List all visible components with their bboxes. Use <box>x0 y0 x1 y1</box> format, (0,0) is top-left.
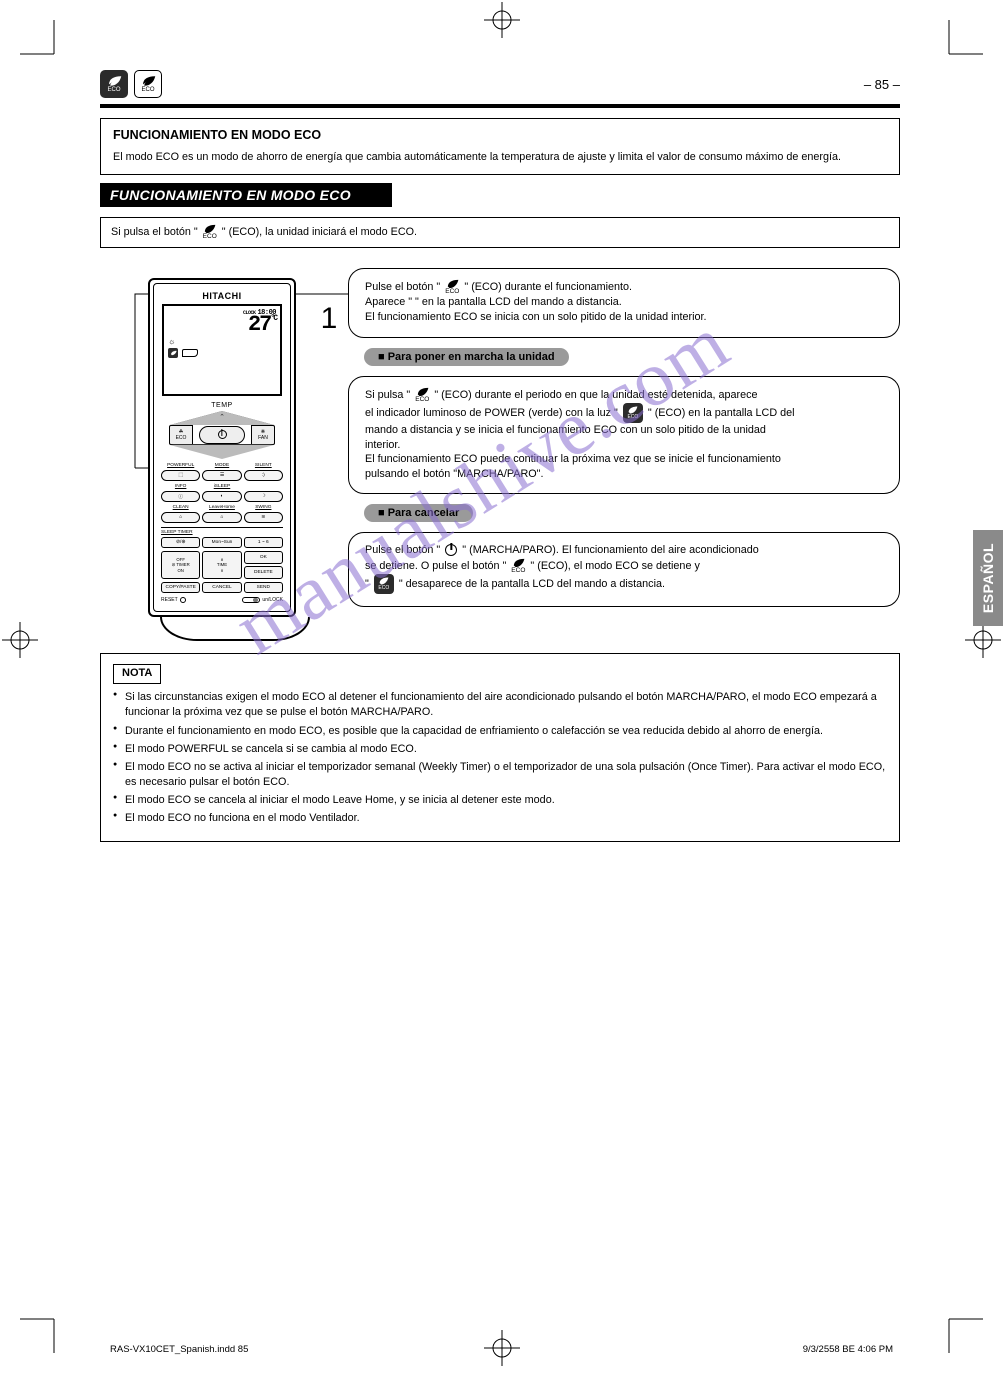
note-item: Si las circunstancias exigen el modo ECO… <box>113 690 887 720</box>
footer-filename: RAS-VX10CET_Spanish.indd 85 <box>110 1344 248 1355</box>
remote-dpad: ⌃ ☘ECO ❋FAN ⌄ <box>167 411 277 459</box>
lock-slider[interactable] <box>242 597 260 603</box>
page-header: ECO ECO – 85 – <box>100 70 900 98</box>
eco-leaf-icon: ECO <box>511 558 525 575</box>
note-item: El modo ECO no funciona en el modo Venti… <box>113 811 887 826</box>
eco-icon-dark: ECO <box>100 70 128 98</box>
eco-icon-label: ECO <box>141 87 154 93</box>
intro-header: FUNCIONAMIENTO EN MODO ECO <box>113 127 887 144</box>
eco-chip-icon: ECO <box>374 574 394 594</box>
note-item: Durante el funcionamiento en modo ECO, e… <box>113 724 887 739</box>
registration-mark-top <box>482 0 522 45</box>
eco-button[interactable]: ☘ECO <box>169 425 193 445</box>
eco-chip-icon <box>168 348 178 358</box>
note-item: El modo POWERFUL se cancela si se cambia… <box>113 742 887 757</box>
registration-mark-left <box>0 620 40 665</box>
eco-icon-light: ECO <box>134 70 162 98</box>
remote-column: HITACHI CLOCK18:00 27°C ☼ TEMP <box>100 260 330 641</box>
note-tag: NOTA <box>113 664 161 684</box>
reset-dot[interactable] <box>180 597 186 603</box>
eco-leaf-icon: ECO <box>203 224 217 241</box>
crop-mark-tr <box>939 20 983 64</box>
pill-cancel: ■ Para cancelar <box>364 504 473 522</box>
fan-button[interactable]: ❋FAN <box>251 425 275 445</box>
note-item: El modo ECO no se activa al iniciar el t… <box>113 760 887 790</box>
remote-lcd: CLOCK18:00 27°C ☼ <box>162 304 282 396</box>
subtitle-text-b: " (ECO), la unidad iniciará el modo ECO. <box>222 227 417 239</box>
pill-start-unit: ■ Para poner en marcha la unidad <box>364 348 569 366</box>
step-number: 1 <box>309 299 349 339</box>
subtitle-text-a: Si pulsa el botón " <box>111 227 198 239</box>
eco-leaf-icon: ECO <box>445 279 459 296</box>
registration-mark-bottom <box>482 1328 522 1373</box>
cancel-box: Pulse el botón " " (MARCHA/PARO). El fun… <box>348 532 900 607</box>
eco-leaf-icon: ECO <box>415 387 429 404</box>
footer-timestamp: 9/3/2558 BE 4:06 PM <box>803 1344 893 1355</box>
power-icon <box>445 544 457 556</box>
crop-mark-tl <box>20 20 64 64</box>
swing-icon <box>182 349 198 357</box>
note-item: El modo ECO se cancela al iniciar el mod… <box>113 793 887 808</box>
page-number: – 85 – <box>864 77 900 92</box>
subtitle-box: Si pulsa el botón " ECO " (ECO), la unid… <box>100 217 900 248</box>
eco-chip-icon: ECO <box>623 403 643 423</box>
section-blackbar: FUNCIONAMIENTO EN MODO ECO <box>100 183 392 207</box>
power-button[interactable] <box>199 426 245 444</box>
eco-icon-label: ECO <box>107 87 120 93</box>
temp-label: TEMP <box>159 402 285 409</box>
start-unit-box: Si pulsa " ECO " (ECO) durante el period… <box>348 376 900 495</box>
steps-column: 1 Pulse el botón " ECO " (ECO) durante e… <box>348 260 900 617</box>
note-list: Si las circunstancias exigen el modo ECO… <box>113 690 887 826</box>
sun-icon: ☼ <box>168 337 175 346</box>
registration-mark-right <box>963 620 1003 665</box>
remote-brand: HITACHI <box>159 291 285 301</box>
step-1-box: 1 Pulse el botón " ECO " (ECO) durante e… <box>348 268 900 338</box>
crop-mark-br <box>939 1309 983 1353</box>
remote-tail <box>160 617 310 641</box>
intro-body: El modo ECO es un modo de ahorro de ener… <box>113 150 887 165</box>
intro-box: FUNCIONAMIENTO EN MODO ECO El modo ECO e… <box>100 118 900 175</box>
page-content: ECO ECO – 85 – FUNCIONAMIENTO EN MODO EC… <box>100 70 900 842</box>
language-tab-label: ESPAÑOL <box>980 543 996 613</box>
language-tab: ESPAÑOL <box>973 530 1003 626</box>
header-rule <box>100 104 900 108</box>
crop-mark-bl <box>20 1309 64 1353</box>
remote-control-illustration: HITACHI CLOCK18:00 27°C ☼ TEMP <box>148 278 296 617</box>
note-box: NOTA Si las circunstancias exigen el mod… <box>100 653 900 842</box>
